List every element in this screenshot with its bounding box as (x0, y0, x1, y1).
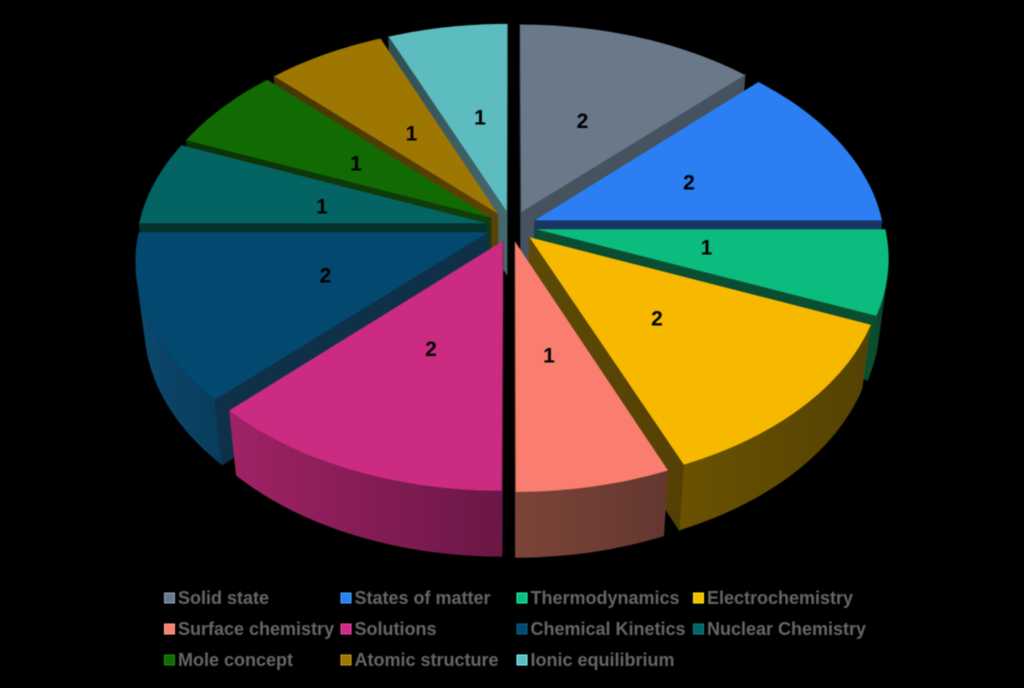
svg-text:1: 1 (543, 345, 555, 368)
svg-text:1: 1 (701, 237, 713, 260)
svg-text:Ionic equilibrium: Ionic equilibrium (531, 650, 675, 670)
svg-text:Mole concept: Mole concept (178, 650, 293, 670)
svg-text:Nuclear Chemistry: Nuclear Chemistry (707, 619, 866, 639)
svg-text:2: 2 (651, 308, 663, 331)
svg-text:1: 1 (406, 123, 418, 146)
svg-text:2: 2 (425, 338, 437, 361)
svg-text:Solutions: Solutions (355, 619, 437, 639)
svg-text:Electrochemistry: Electrochemistry (707, 588, 853, 608)
svg-text:Solid state: Solid state (178, 588, 269, 608)
svg-text:Surface chemistry: Surface chemistry (178, 619, 334, 639)
svg-text:1: 1 (474, 107, 486, 130)
svg-text:1: 1 (350, 153, 362, 176)
svg-text:Chemical Kinetics: Chemical Kinetics (531, 619, 686, 639)
svg-text:1: 1 (316, 196, 328, 219)
svg-text:2: 2 (320, 265, 332, 288)
svg-text:2: 2 (577, 110, 589, 133)
svg-text:2: 2 (683, 172, 695, 195)
svg-text:Thermodynamics: Thermodynamics (531, 588, 680, 608)
svg-text:States of matter: States of matter (355, 588, 491, 608)
svg-text:Atomic structure: Atomic structure (355, 650, 499, 670)
